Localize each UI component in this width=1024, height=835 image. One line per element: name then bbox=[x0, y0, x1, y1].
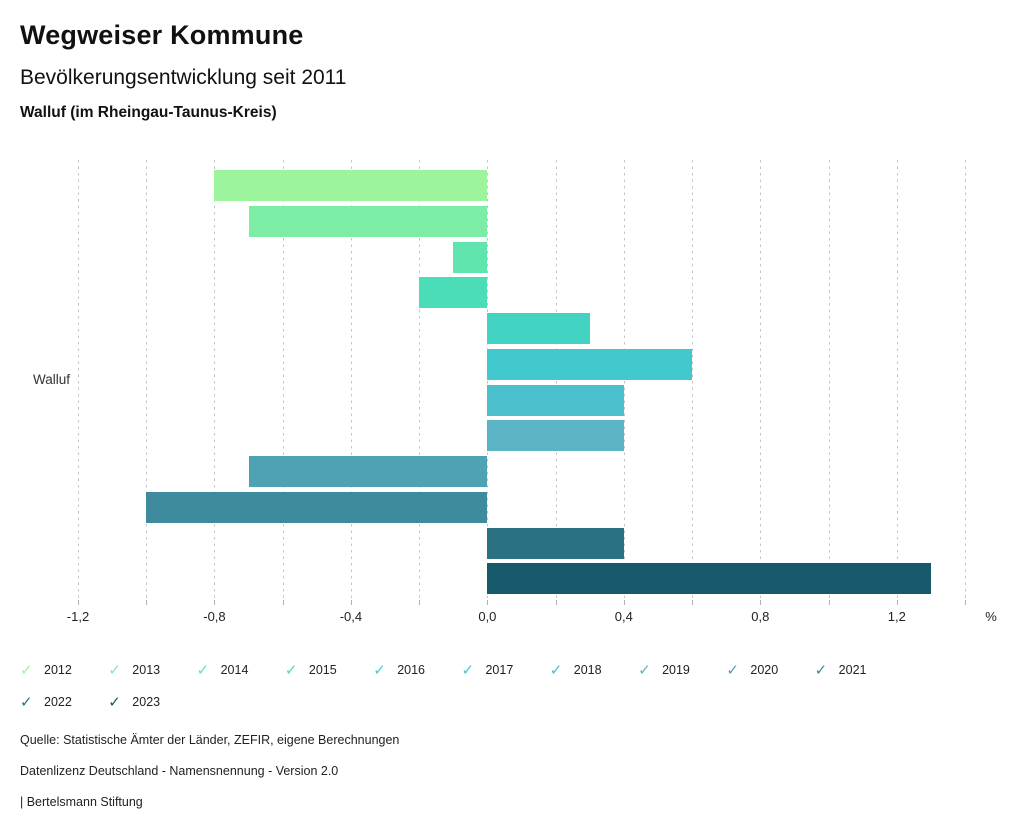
gridline bbox=[692, 160, 694, 600]
bar-2012[interactable] bbox=[214, 170, 488, 201]
x-axis-tick-label: 0,4 bbox=[614, 609, 633, 624]
x-axis-tick bbox=[965, 600, 966, 605]
legend-year-label: 2022 bbox=[44, 695, 72, 709]
page-title: Wegweiser Kommune bbox=[20, 20, 304, 50]
x-axis-tick bbox=[282, 600, 284, 605]
chart-legend: ✓ 2012 ✓ 2013 ✓ 2014 ✓ 2015 ✓ 2016 ✓ 2017 ✓ 2018 ✓ 2019… bbox=[20, 654, 903, 718]
check-icon: ✓ bbox=[638, 661, 651, 679]
gridline bbox=[146, 160, 148, 600]
x-axis-tick bbox=[692, 600, 694, 605]
x-axis-tick bbox=[146, 600, 148, 605]
gridline bbox=[350, 160, 352, 600]
legend-item-2020[interactable]: ✓ 2020 bbox=[726, 663, 814, 678]
bar-2019[interactable] bbox=[487, 420, 624, 452]
plot-area bbox=[78, 160, 966, 600]
legend-item-2017[interactable]: ✓ 2017 bbox=[461, 663, 549, 678]
check-icon: ✓ bbox=[814, 661, 828, 679]
legend-item-2013[interactable]: ✓ 2013 bbox=[108, 663, 196, 678]
check-icon: ✓ bbox=[461, 661, 475, 679]
x-axis-tick bbox=[78, 600, 79, 605]
x-axis-tick-label: 0,0 bbox=[478, 609, 497, 624]
gridline bbox=[487, 160, 489, 600]
x-axis-tick bbox=[760, 600, 762, 605]
x-axis-tick-label: -1,2 bbox=[66, 609, 90, 624]
legend-year-label: 2017 bbox=[485, 663, 514, 677]
x-axis: -1,2 -0,8 -0,4 0,0 0,4 0,8 1,2% bbox=[67, 600, 1024, 630]
bar-2013[interactable] bbox=[248, 205, 488, 237]
gridline bbox=[282, 160, 284, 600]
bar-2020[interactable] bbox=[248, 456, 488, 487]
gridline bbox=[555, 160, 557, 600]
legend-item-2018[interactable]: ✓ 2018 bbox=[550, 663, 638, 678]
check-icon: ✓ bbox=[373, 661, 386, 679]
x-axis-tick bbox=[896, 600, 898, 605]
gridline bbox=[214, 160, 216, 600]
legend-item-2022[interactable]: ✓ 2022 bbox=[20, 695, 108, 710]
legend-item-2023[interactable]: ✓ 2023 bbox=[108, 695, 196, 710]
check-icon: ✓ bbox=[20, 661, 33, 679]
gridline bbox=[828, 160, 830, 600]
bar-2021[interactable] bbox=[146, 491, 488, 523]
x-axis-tick bbox=[419, 600, 421, 605]
legend-year-label: 2019 bbox=[662, 663, 690, 677]
bar-2018[interactable] bbox=[487, 384, 624, 416]
gridline bbox=[78, 160, 79, 600]
gridline bbox=[965, 160, 966, 600]
legend-row: ✓ 2012 ✓ 2013 ✓ 2014 ✓ 2015 ✓ 2016 ✓ 2017 ✓ 2018 ✓ 2019… bbox=[20, 654, 903, 686]
legend-year-label: 2021 bbox=[838, 663, 867, 677]
attribution-note: | Bertelsmann Stiftung bbox=[20, 795, 143, 809]
x-axis-tick-label: 1,2 bbox=[887, 609, 906, 624]
chart-subtitle: Bevölkerungsentwicklung seit 2011 bbox=[20, 66, 347, 89]
license-note: Datenlizenz Deutschland - Namensnennung … bbox=[20, 764, 339, 778]
bar-2014[interactable] bbox=[453, 241, 488, 273]
legend-item-2021[interactable]: ✓ 2021 bbox=[815, 663, 903, 678]
x-axis-tick-label: 0,8 bbox=[751, 609, 770, 624]
check-icon: ✓ bbox=[20, 693, 33, 711]
bar-2023[interactable] bbox=[487, 563, 931, 595]
legend-item-2014[interactable]: ✓ 2014 bbox=[197, 663, 285, 678]
legend-year-label: 2014 bbox=[220, 663, 249, 677]
x-axis-tick bbox=[555, 600, 557, 605]
check-icon: ✓ bbox=[726, 661, 739, 679]
legend-year-label: 2013 bbox=[132, 663, 161, 677]
gridline bbox=[623, 160, 625, 600]
check-icon: ✓ bbox=[284, 661, 298, 679]
legend-year-label: 2023 bbox=[132, 695, 161, 709]
gridline bbox=[760, 160, 762, 600]
bar-2016[interactable] bbox=[487, 313, 590, 344]
x-axis-tick bbox=[214, 600, 216, 605]
legend-item-2016[interactable]: ✓ 2016 bbox=[373, 663, 461, 678]
x-axis-tick bbox=[828, 600, 830, 605]
bar-2017[interactable] bbox=[487, 348, 693, 380]
legend-year-label: 2015 bbox=[308, 663, 337, 677]
bar-2022[interactable] bbox=[487, 527, 624, 559]
x-axis-tick-label: -0,8 bbox=[203, 609, 226, 624]
x-axis-tick bbox=[350, 600, 352, 605]
legend-year-label: 2016 bbox=[397, 663, 425, 677]
legend-item-2019[interactable]: ✓ 2019 bbox=[638, 663, 726, 678]
footer: Quelle: Statistische Ämter der Länder, Z… bbox=[20, 733, 399, 809]
gridline bbox=[419, 160, 421, 600]
legend-year-label: 2018 bbox=[573, 663, 602, 677]
check-icon: ✓ bbox=[196, 661, 210, 679]
x-axis-tick-label: -0,4 bbox=[339, 609, 363, 624]
legend-item-2012[interactable]: ✓ 2012 bbox=[20, 663, 108, 678]
y-axis-category-label: Walluf bbox=[32, 372, 70, 387]
x-axis-unit-label: % bbox=[985, 609, 997, 624]
legend-item-2015[interactable]: ✓ 2015 bbox=[285, 663, 373, 678]
check-icon: ✓ bbox=[108, 661, 121, 679]
check-icon: ✓ bbox=[549, 661, 563, 679]
bar-2015[interactable] bbox=[419, 277, 488, 309]
gridline bbox=[896, 160, 898, 600]
check-icon: ✓ bbox=[108, 693, 121, 711]
x-axis-tick bbox=[487, 600, 489, 605]
region-label: Walluf (im Rheingau-Taunus-Kreis) bbox=[20, 104, 277, 121]
x-axis-tick bbox=[623, 600, 625, 605]
legend-row: ✓ 2022 ✓ 2023 bbox=[20, 686, 903, 718]
source-note: Quelle: Statistische Ämter der Länder, Z… bbox=[20, 733, 400, 747]
legend-year-label: 2020 bbox=[750, 663, 779, 677]
legend-year-label: 2012 bbox=[44, 663, 72, 677]
